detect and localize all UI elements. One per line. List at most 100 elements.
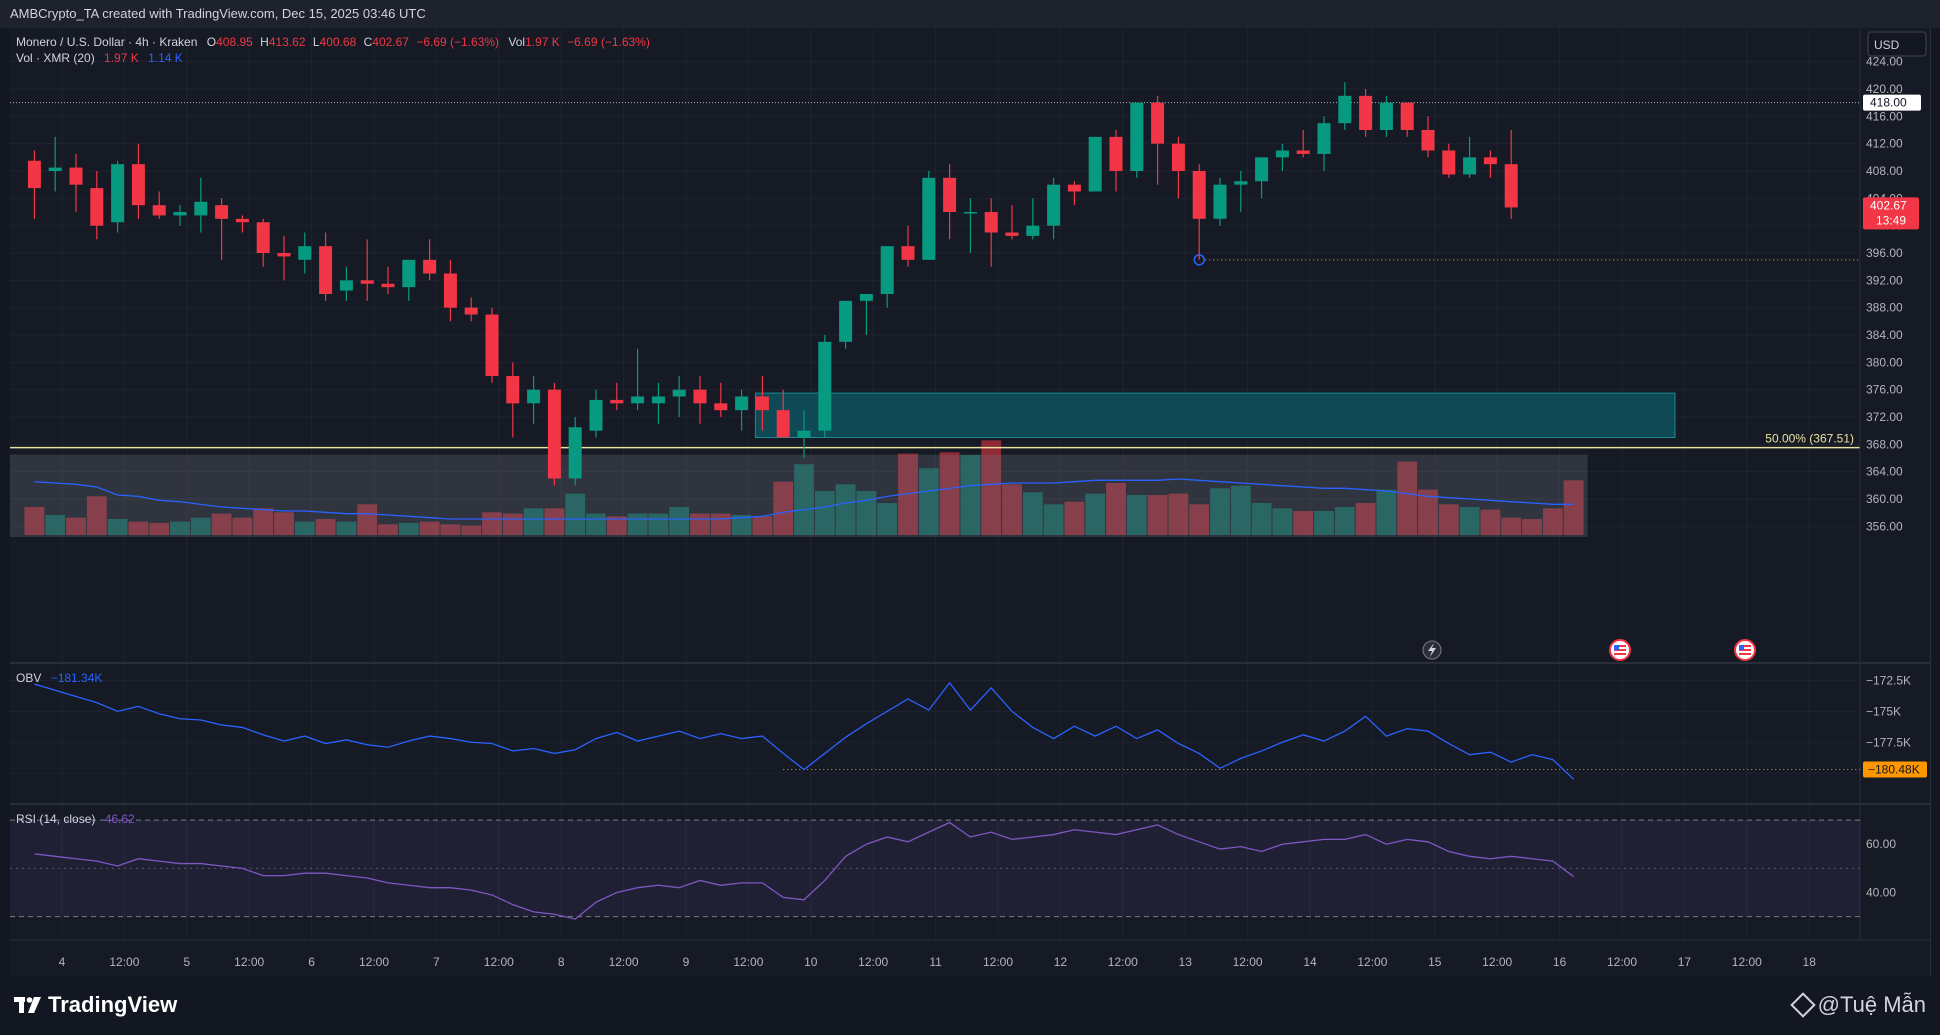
rsi-axis[interactable]: 60.00 40.00 — [1866, 837, 1896, 899]
main-legend[interactable]: Monero / U.S. Dollar · 4h · Kraken O408.… — [16, 35, 650, 65]
volume-bar — [357, 504, 378, 535]
volume-bar — [1314, 511, 1334, 535]
volume-bar — [336, 521, 357, 535]
rsi-line — [34, 821, 1574, 920]
candle-body — [464, 307, 478, 315]
candle-body — [152, 205, 166, 216]
event-icon-lightning[interactable] — [1422, 640, 1442, 660]
candle-body — [943, 177, 957, 212]
candle-body — [423, 259, 437, 274]
chart-canvas[interactable]: 50.00% (367.51) — [10, 28, 1930, 976]
tradingview-brand: TradingView — [48, 992, 178, 1017]
candle-body — [1400, 102, 1414, 130]
candle-body — [1421, 130, 1435, 151]
volume-bar — [274, 512, 294, 535]
volume-bar — [398, 523, 419, 535]
candle-body — [1296, 150, 1310, 154]
price-tick-label: 364.00 — [1866, 465, 1903, 479]
volume-bar — [66, 517, 86, 535]
volume-bar — [294, 521, 315, 535]
candle-body — [194, 201, 208, 216]
candle-body — [963, 212, 977, 214]
symbol-label: Monero / U.S. Dollar · 4h · Kraken — [16, 35, 197, 49]
rsi-title: RSI (14, close) — [16, 812, 95, 826]
rsi-value: 46.62 — [105, 812, 135, 826]
candle-body — [547, 389, 561, 479]
obv-line — [34, 681, 1575, 780]
price-tick-label: 416.00 — [1866, 109, 1903, 123]
candle-body — [693, 389, 707, 404]
volume-bar — [773, 481, 794, 535]
time-tick-label: 12:00 — [484, 955, 514, 969]
time-tick-label: 4 — [59, 955, 66, 969]
time-tick-label: 8 — [558, 955, 565, 969]
vol-value: 1.97 K — [104, 51, 139, 65]
candle-body — [1442, 150, 1456, 175]
candle-body — [48, 167, 62, 171]
price-tick-label: 396.00 — [1866, 246, 1903, 260]
svg-text:−180.48K: −180.48K — [1868, 763, 1920, 777]
volume-bar — [606, 516, 627, 535]
volume-shade-box — [10, 454, 1588, 537]
volume-bar — [794, 464, 814, 535]
volume-bar — [1168, 493, 1189, 535]
time-tick-label: 7 — [433, 955, 440, 969]
rsi-legend[interactable]: RSI (14, close) 46.62 — [16, 812, 135, 826]
time-tick-label: 11 — [929, 955, 942, 969]
volume-bar — [1459, 507, 1480, 535]
watermark-text: @Tuệ Mẫn — [1817, 992, 1926, 1017]
volume-layer — [24, 440, 1584, 535]
currency-button[interactable]: USD — [1867, 31, 1927, 57]
candle-body — [1047, 184, 1061, 226]
price-tick-label: 376.00 — [1866, 383, 1903, 397]
time-axis[interactable]: 4 12:00 5 12:00 6 12:00 7 12:00 8 12:00 9 12:00 10 12… — [59, 955, 1817, 969]
volume-bar — [190, 517, 211, 535]
candle-body — [319, 246, 333, 294]
volume-bar — [1334, 507, 1355, 535]
rsi-tick-label: 40.00 — [1866, 886, 1896, 900]
time-tick-label: 12:00 — [983, 955, 1013, 969]
candle-body — [901, 246, 915, 260]
candle-body — [381, 283, 395, 288]
time-tick-label: 12:00 — [1233, 955, 1263, 969]
vol-indicator-label: Vol · XMR (20) — [16, 51, 95, 65]
us-flag-event-icon[interactable] — [1609, 639, 1631, 661]
candle-body — [1130, 102, 1144, 171]
price-tick-label: 368.00 — [1866, 437, 1903, 451]
volume-bar — [1272, 508, 1293, 535]
candle-body — [339, 280, 353, 291]
candle-body — [1234, 181, 1248, 185]
tradingview-logo[interactable]: TradingView — [14, 992, 177, 1018]
candle-body — [839, 300, 853, 342]
current-price-text: 402.67 — [1870, 198, 1907, 212]
candle-body — [631, 396, 645, 404]
chart-frame[interactable]: 50.00% (367.51) — [10, 28, 1931, 976]
candle-body — [1255, 157, 1269, 182]
volume-bar — [1397, 461, 1418, 535]
candle-body — [1379, 102, 1393, 130]
price-tick-label: 408.00 — [1866, 164, 1903, 178]
demand-zone-box[interactable] — [754, 392, 1676, 439]
svg-text:RSI (14, close) 46.62: RSI (14, close) 46.62 — [16, 812, 135, 826]
level-418-price-label: 418.00 — [1863, 94, 1921, 111]
candle-body — [1026, 225, 1040, 236]
candle-body — [1088, 136, 1102, 192]
time-tick-label: 12:00 — [1607, 955, 1637, 969]
candle-body — [215, 205, 229, 219]
obv-legend[interactable]: OBV −181.34K — [16, 671, 102, 685]
time-tick-label: 12:00 — [1732, 955, 1762, 969]
candle-body — [797, 430, 811, 438]
time-tick-label: 12:00 — [733, 955, 763, 969]
price-axis[interactable]: 424.00420.00416.00412.00408.00404.00400.… — [1866, 55, 1903, 534]
time-tick-label: 12:00 — [1357, 955, 1387, 969]
price-tick-label: 360.00 — [1866, 492, 1903, 506]
candle-body — [298, 246, 312, 260]
volume-bar — [1230, 485, 1251, 535]
volume-bar — [669, 507, 690, 535]
volume-bar — [1418, 489, 1438, 535]
volume-bar — [835, 484, 856, 535]
candle-body — [818, 341, 832, 431]
time-tick-label: 12 — [1054, 955, 1068, 969]
volume-bar — [565, 493, 586, 535]
us-flag-event-icon[interactable] — [1734, 639, 1756, 661]
